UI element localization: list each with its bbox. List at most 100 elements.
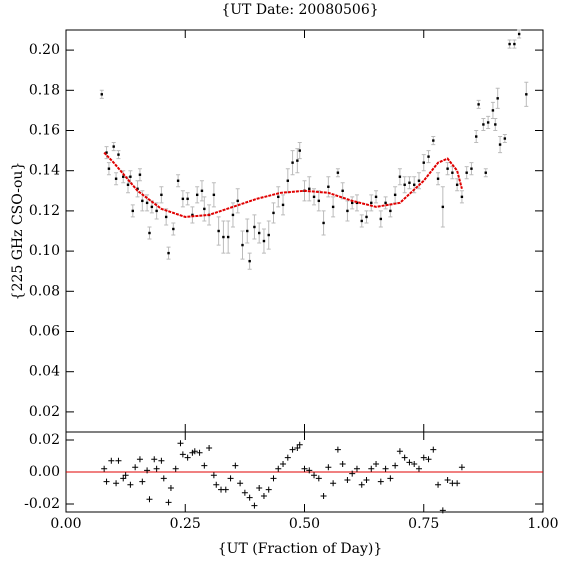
error-cap (166, 246, 171, 260)
error-cap (104, 146, 109, 160)
residual-point (296, 441, 303, 448)
residual-point (101, 465, 108, 472)
residual-point (425, 456, 432, 463)
point (403, 183, 406, 186)
point (422, 161, 425, 164)
residual-point (382, 465, 389, 472)
residual-point (406, 459, 413, 466)
error-cap (195, 186, 200, 204)
residual-point (306, 467, 313, 474)
residual-point (270, 475, 277, 482)
point (451, 171, 454, 174)
residual-point (353, 465, 360, 472)
residual-point (349, 470, 356, 477)
point (186, 197, 189, 201)
residual-point (237, 480, 244, 487)
error-cap (130, 204, 135, 218)
point (503, 137, 507, 140)
point (477, 103, 480, 106)
point (203, 207, 206, 211)
error-cap (402, 176, 407, 194)
error-cap (271, 202, 276, 224)
error-cap (216, 216, 221, 246)
point (100, 93, 103, 96)
point (327, 185, 330, 188)
point (262, 239, 266, 243)
point (408, 181, 411, 184)
residual-point (201, 462, 208, 469)
point (370, 201, 373, 205)
point (200, 189, 204, 192)
error-cap (476, 99, 481, 109)
residual-point (132, 464, 139, 471)
point (122, 175, 125, 178)
error-cap (199, 180, 204, 202)
residual-point (339, 461, 346, 467)
x-tick-label: 1.00 (527, 516, 558, 532)
y-tick-label: 0.02 (29, 404, 60, 420)
point (236, 199, 239, 203)
point (222, 235, 225, 239)
error-cap (316, 190, 321, 212)
error-cap (436, 172, 441, 186)
point (148, 231, 151, 235)
residual-point (430, 446, 437, 453)
residual-point (151, 456, 158, 463)
point (277, 195, 280, 199)
error-cap (257, 222, 262, 244)
residual-point (184, 454, 191, 461)
point (482, 123, 485, 126)
point (212, 193, 216, 197)
point (114, 177, 118, 180)
error-cap (302, 180, 307, 202)
residual-point (435, 481, 442, 488)
residual-point (411, 461, 418, 467)
error-cap (159, 186, 164, 204)
error-cap (261, 228, 266, 254)
point (164, 215, 168, 219)
point (145, 201, 149, 205)
error-cap (111, 142, 116, 152)
point (286, 179, 290, 182)
error-cap (524, 81, 529, 107)
residual-point (315, 475, 322, 482)
residual-point (177, 440, 184, 447)
error-cap (493, 117, 498, 131)
residual-point (139, 478, 146, 485)
residual-point (213, 481, 220, 488)
residual-point (454, 480, 461, 487)
error-cap (230, 202, 235, 228)
y-tick-label: 0.16 (29, 123, 60, 139)
residual-point (377, 478, 384, 485)
error-cap (297, 142, 302, 160)
residual-point (363, 477, 370, 483)
y-tick-label: 0.14 (29, 163, 60, 179)
residual-point (439, 507, 446, 514)
error-cap (276, 186, 281, 208)
error-cap (350, 196, 355, 210)
residual-point (368, 465, 375, 472)
point (341, 189, 344, 192)
point (398, 175, 402, 178)
point (417, 179, 421, 182)
x-tick-label: 0.75 (408, 516, 439, 532)
y-tick-label: 0.10 (29, 243, 60, 259)
residual-point (358, 481, 365, 488)
residual-point (444, 477, 451, 483)
point (107, 167, 111, 170)
point (117, 153, 120, 156)
error-cap (307, 176, 312, 202)
x-tick-label: 0.25 (170, 516, 201, 532)
error-cap (440, 186, 445, 228)
residual-point (330, 480, 337, 487)
residual-point (396, 448, 403, 455)
error-cap (106, 162, 111, 176)
residual-point (392, 462, 399, 469)
residual-point (373, 461, 380, 467)
residual-point (120, 475, 127, 482)
residual-point (256, 485, 263, 491)
y-tick-label: 0.04 (29, 364, 60, 380)
chart-title: {UT Date: 20080506} (221, 2, 378, 18)
residual-point (113, 480, 120, 487)
